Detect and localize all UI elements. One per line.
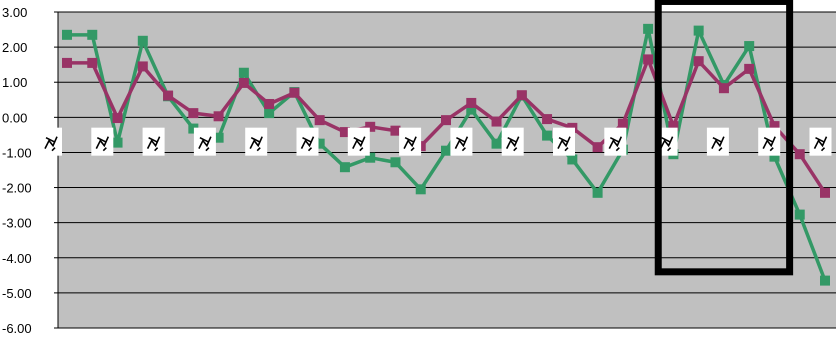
data-point	[643, 23, 654, 34]
data-point	[188, 108, 199, 119]
data-point	[87, 29, 98, 40]
x-tick-label	[809, 127, 832, 156]
data-point	[112, 137, 123, 148]
x-tick-label	[706, 127, 729, 156]
data-point	[516, 90, 527, 101]
y-tick-label: 0.00	[2, 110, 27, 125]
data-point	[390, 125, 401, 136]
data-point	[592, 187, 603, 198]
x-tick-label	[399, 127, 422, 156]
x-tick-label	[347, 127, 370, 156]
data-point	[112, 113, 123, 124]
data-point	[820, 187, 830, 198]
data-point	[188, 123, 199, 134]
data-point	[62, 29, 72, 40]
data-point	[163, 90, 174, 101]
data-point	[441, 115, 451, 126]
data-point	[542, 114, 553, 125]
y-tick-label: -5.00	[2, 286, 32, 301]
x-tick-label	[245, 127, 268, 156]
y-tick-label: -2.00	[2, 181, 32, 196]
data-point	[542, 130, 553, 141]
y-tick-label: 2.00	[2, 40, 27, 55]
data-point	[390, 157, 401, 168]
data-point	[137, 35, 148, 46]
data-point	[491, 138, 502, 149]
data-point	[744, 41, 755, 52]
data-point	[643, 54, 654, 65]
y-tick-label: 1.00	[2, 75, 27, 90]
y-tick-label: -6.00	[2, 321, 32, 336]
data-point	[264, 108, 275, 119]
data-point	[238, 77, 249, 88]
data-point	[769, 121, 780, 132]
data-point	[794, 209, 805, 220]
data-point	[365, 121, 376, 132]
data-point	[213, 111, 224, 122]
data-point	[592, 142, 603, 153]
data-point	[466, 104, 477, 115]
data-point	[137, 61, 148, 72]
data-point	[87, 57, 98, 68]
data-point	[339, 162, 350, 173]
x-tick-label	[193, 127, 216, 156]
x-tick-label	[91, 127, 114, 156]
data-point	[289, 87, 300, 98]
data-point	[466, 97, 477, 108]
y-tick-label: -1.00	[2, 145, 32, 160]
x-tick-label	[40, 127, 62, 156]
data-point	[213, 132, 224, 143]
x-tick-label	[758, 127, 781, 156]
x-tick-label	[553, 127, 575, 156]
data-point	[441, 145, 451, 156]
data-point	[769, 151, 780, 162]
data-point	[238, 67, 249, 78]
x-axis-label-boxes	[40, 127, 832, 156]
x-tick-label	[450, 127, 473, 156]
data-point	[668, 121, 679, 132]
data-point	[314, 138, 325, 149]
y-tick-label: -3.00	[2, 216, 32, 231]
y-tick-label: -4.00	[2, 251, 32, 266]
data-point	[491, 116, 502, 127]
data-point	[794, 149, 805, 160]
data-point	[820, 275, 830, 286]
x-tick-label	[604, 127, 627, 156]
data-point	[415, 184, 426, 195]
data-point	[567, 154, 578, 165]
data-point	[365, 152, 376, 163]
plot-area	[58, 12, 836, 328]
data-point	[744, 63, 755, 74]
x-tick-label	[142, 127, 165, 156]
y-tick-label: 3.00	[2, 5, 27, 20]
data-point	[718, 83, 729, 94]
data-point	[693, 56, 704, 67]
x-tick-label	[296, 127, 319, 156]
data-point	[617, 118, 628, 129]
data-point	[314, 115, 325, 126]
data-point	[339, 127, 350, 138]
data-point	[62, 57, 72, 68]
highlight-box	[654, 0, 794, 276]
y-axis-ticks: 3.00 2.00 1.00 0.00 -1.00 -2.00 -3.00 -4.00 -5.0…	[2, 5, 58, 336]
data-point	[264, 98, 275, 109]
data-point	[693, 25, 704, 36]
x-tick-label	[501, 127, 524, 156]
series-group	[62, 23, 830, 286]
